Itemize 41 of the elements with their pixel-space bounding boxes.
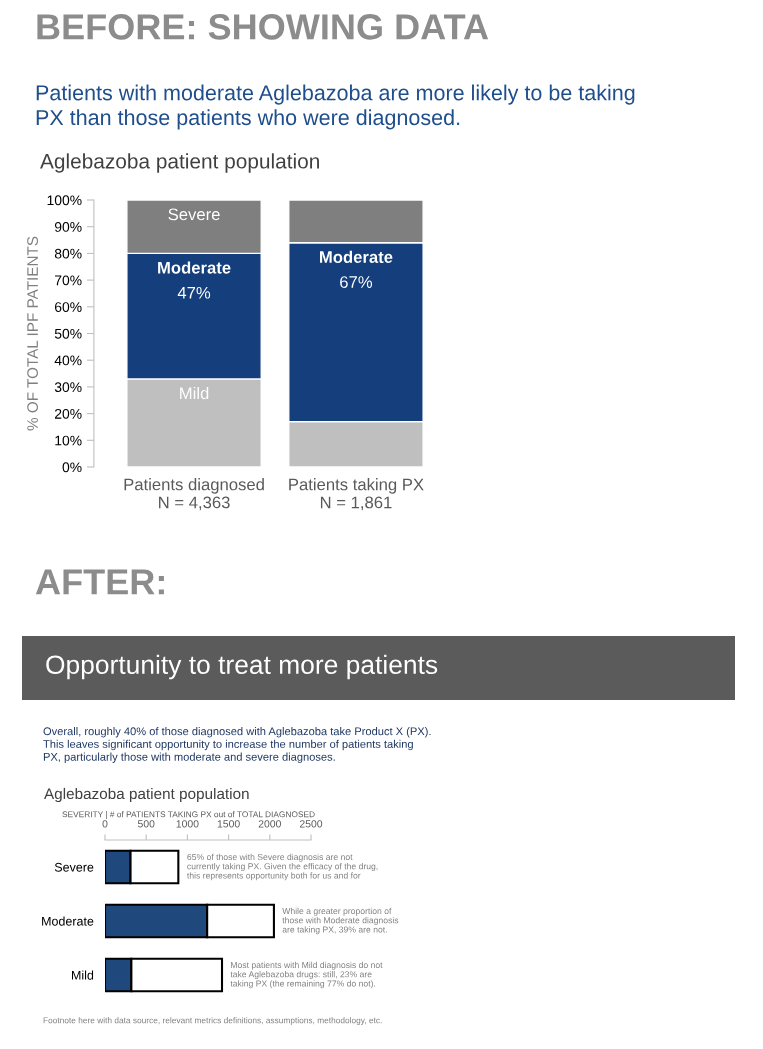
y-tick-label: Moderate [42, 916, 94, 926]
y-tick-label: 80% [54, 248, 82, 259]
chart-title: Aglebazoba patient population [40, 153, 319, 173]
text: Opportunity to treat more patients [46, 654, 438, 680]
y-tick-label: 30% [54, 382, 82, 393]
text: Footnote here with data source, relevant metrics definitions, assumptions, methodology, etc. [43, 1017, 382, 1025]
annotation: Most patients with Mild diagnosis do not take Aglebazoba drugs: still, 23% are taking PX (the remaining 77% do not). [230, 961, 383, 989]
x-tick-label: 0 [102, 820, 108, 828]
text: Overall, roughly 40% of those diagnosed with Aglebazoba take Product X (PX). This leaves significant opportunity to increase the number of patients taking PX, particularly those with moderate and severe diagnoses. [43, 727, 431, 763]
series-label: Severe [168, 208, 220, 221]
y-axis-title: % OF TOTAL IPF PATIENTS [27, 236, 38, 431]
y-tick-label: 60% [54, 302, 82, 312]
x-tick-label: 1500 [217, 820, 240, 828]
annotation: 65% of those with Severe diagnosis are not currently taking PX. Given the efficacy of the drug, this represents opportunity both for us and for [187, 853, 378, 881]
data-label: 47% [177, 286, 211, 299]
y-tick-label: Mild [72, 970, 94, 980]
y-tick-label: 100% [47, 195, 82, 206]
y-tick-label: 90% [54, 222, 82, 232]
x-tick-label: 1000 [176, 820, 199, 828]
y-tick-label: 0% [62, 462, 82, 473]
data-label: 67% [340, 276, 373, 288]
y-tick-label: 10% [55, 435, 82, 446]
x-tick-label: Patients taking PX N = 1,861 [289, 478, 424, 511]
text: AFTER: [35, 569, 164, 595]
y-tick-label: 40% [54, 355, 82, 366]
series-label: Mild [180, 386, 209, 400]
y-tick-label: 70% [55, 275, 82, 286]
text: Moderate [158, 261, 231, 274]
y-tick-label: 20% [54, 408, 82, 419]
annotation: While a greater proportion of those with Moderate diagnosis are taking PX, 39% are not. [282, 907, 399, 935]
text: Patients with moderate Aglebazoba are more likely to be taking PX than those patients who were diagnosed. [36, 84, 635, 130]
chart-subtitle: SEVERITY | # of PATIENTS TAKING PX out of TOTAL DIAGNOSED [62, 811, 315, 819]
x-tick-label: Patients diagnosed N = 4,363 [124, 478, 264, 511]
x-tick-label: 2000 [258, 820, 281, 828]
x-tick-label: 500 [137, 820, 155, 828]
text: BEFORE: SHOWING DATA [37, 14, 489, 40]
series-label: Moderate [320, 250, 393, 263]
y-tick-label: 50% [54, 328, 82, 339]
y-tick-label: Severe [54, 862, 94, 872]
x-tick-label: 2500 [299, 820, 323, 828]
chart-title: Aglebazoba patient population [44, 787, 249, 803]
